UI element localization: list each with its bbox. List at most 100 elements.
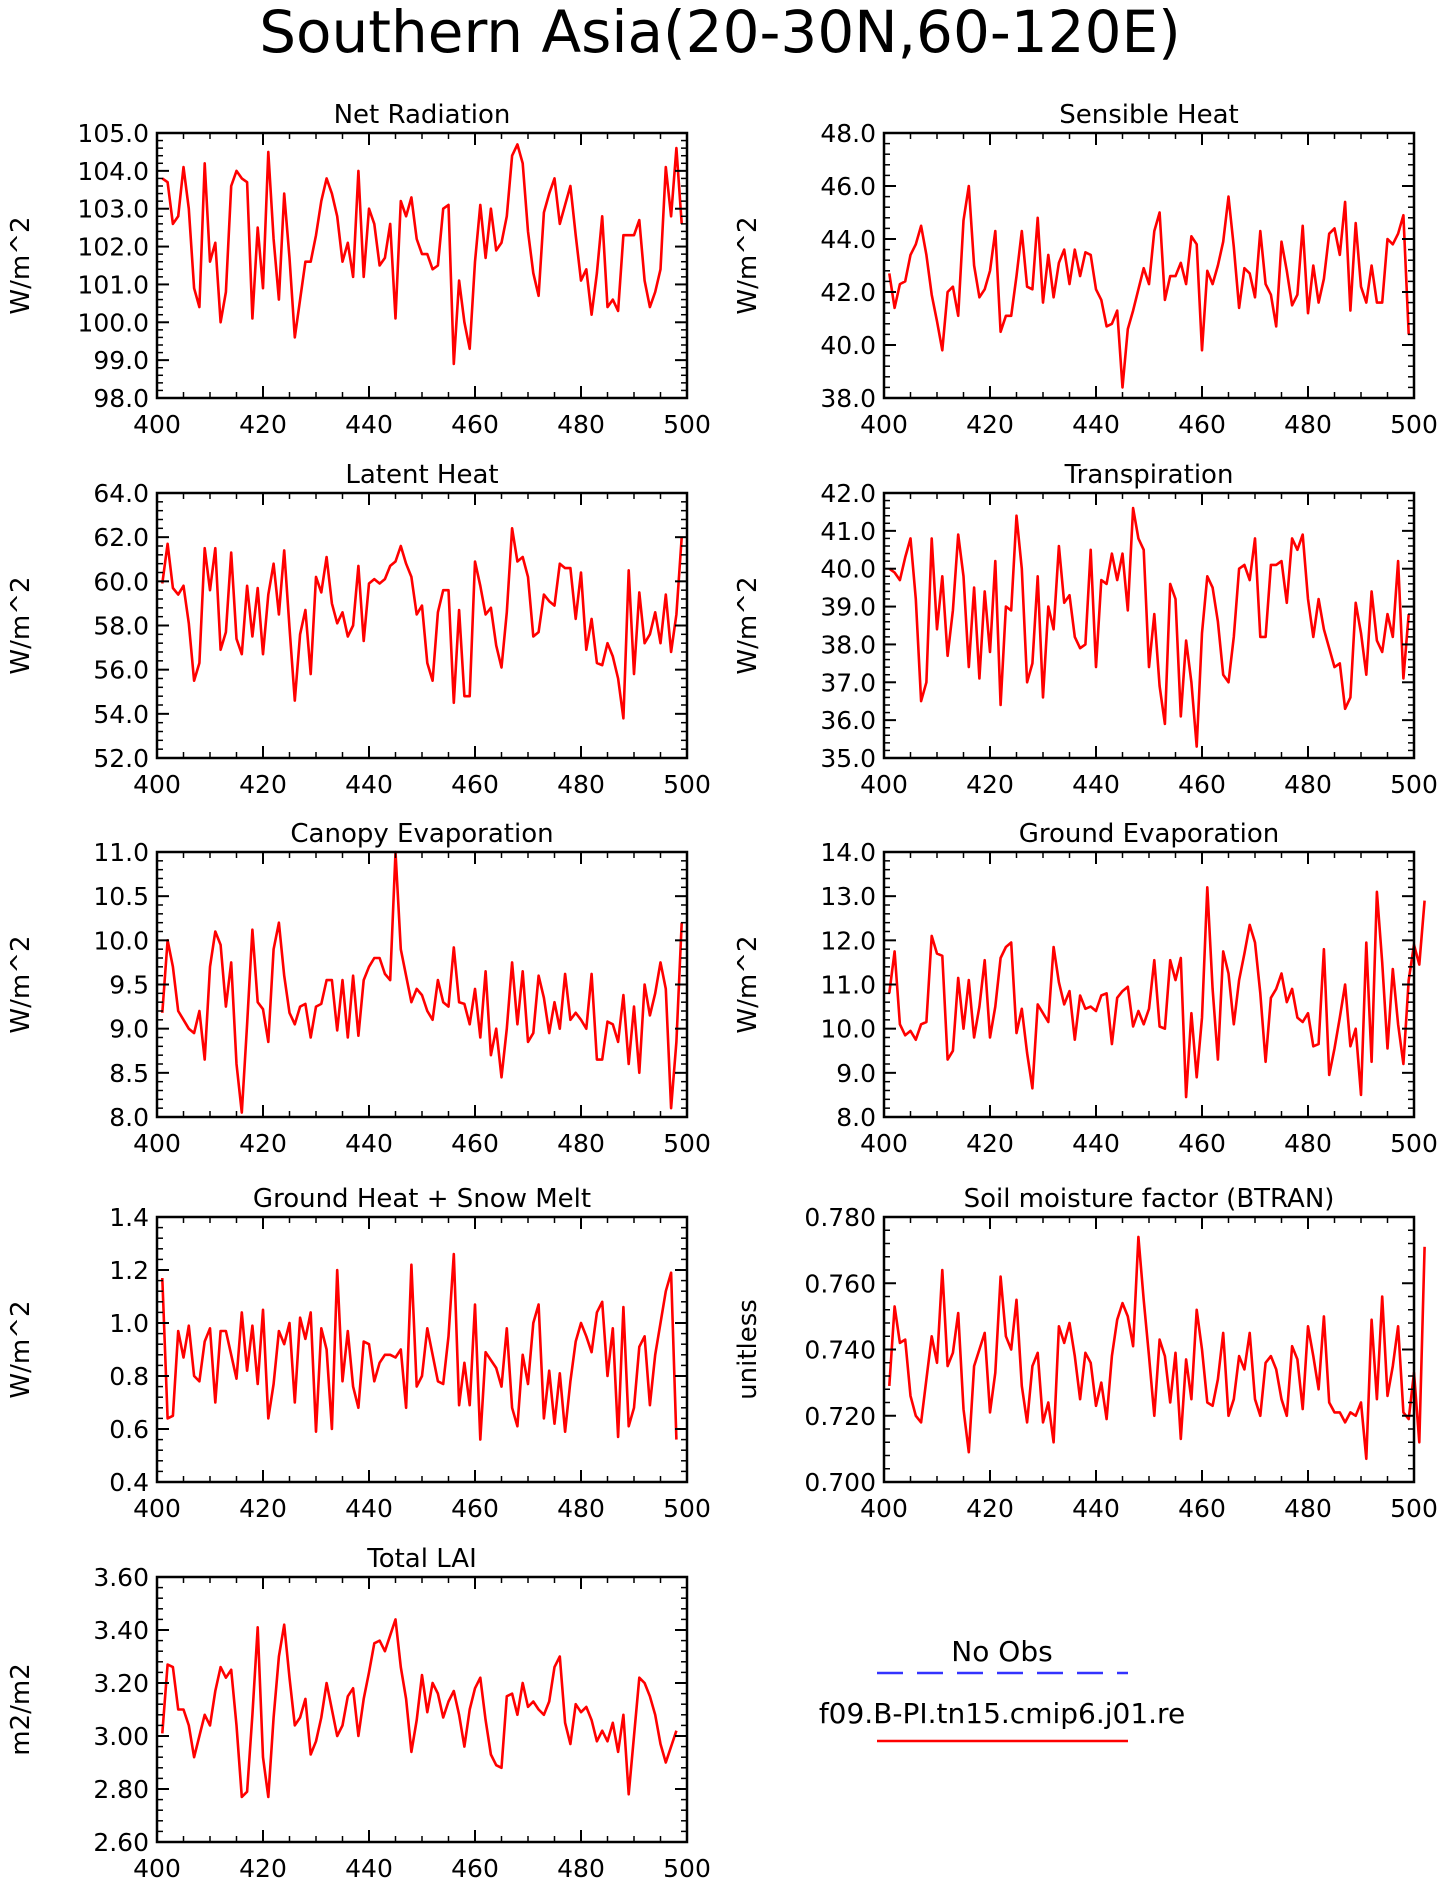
x-tick-label: 480 (557, 1854, 605, 1883)
y-tick-label: 13.0 (820, 882, 876, 911)
y-tick-label: 0.760 (804, 1269, 876, 1298)
x-tick-label: 460 (1178, 1494, 1226, 1523)
y-tick-label: 9.0 (109, 1015, 149, 1044)
y-tick-label: 12.0 (820, 926, 876, 955)
x-tick-label: 460 (451, 1854, 499, 1883)
x-tick-label: 480 (1284, 410, 1332, 439)
x-tick-label: 500 (1390, 1494, 1438, 1523)
y-tick-label: 10.0 (93, 926, 149, 955)
panel-ground-heat-snow-melt: 400 420 440 460 480 500 0.4 0.6 0.8 1.0 1.2 1.4 Grou… (6, 1184, 711, 1523)
x-tick-label: 440 (345, 1494, 393, 1523)
y-axis-label-latent-heat: W/m^2 (6, 576, 36, 674)
panel-sensible-heat: 400 420 440 460 480 500 38.0 40.0 42.0 44.0 46.0 48… (733, 100, 1438, 439)
series-line-total-lai-0 (161, 1618, 678, 1799)
x-tick-label: 500 (1390, 1129, 1438, 1158)
panel-title-latent-heat: Latent Heat (345, 460, 498, 490)
series-line-ground-evaporation-0 (888, 885, 1426, 1099)
series-line-transpiration-0 (888, 506, 1410, 748)
x-tick-label: 400 (860, 410, 908, 439)
y-tick-label: 104.0 (77, 157, 149, 186)
y-axis-label-transpiration: W/m^2 (733, 576, 763, 674)
plot-frame-ground-heat-snow-melt (155, 1215, 689, 1484)
plot-frame-total-lai (155, 1575, 689, 1844)
series-line-canopy-evaporation-0 (161, 850, 683, 1114)
panel-canopy-evaporation: 400 420 440 460 480 500 8.0 8.5 9.0 9.5 10.0 10.5 11… (6, 819, 711, 1158)
y-axis-label-sensible-heat: W/m^2 (733, 216, 763, 314)
y-tick-label: 38.0 (820, 630, 876, 659)
x-tick-label: 460 (451, 770, 499, 799)
y-tick-label: 101.0 (77, 270, 149, 299)
panel-title-soil-moisture-factor-btran: Soil moisture factor (BTRAN) (964, 1184, 1335, 1214)
x-tick-label: 500 (663, 770, 711, 799)
y-tick-label: 3.20 (93, 1669, 149, 1698)
y-tick-label: 35.0 (820, 744, 876, 773)
y-tick-label: 8.5 (109, 1059, 149, 1088)
y-tick-label: 103.0 (77, 195, 149, 224)
y-tick-label: 2.60 (93, 1828, 149, 1857)
y-tick-label: 39.0 (820, 593, 876, 622)
panel-net-radiation: 400 420 440 460 480 500 98.0 99.0 100.0 101.0 102.… (6, 100, 711, 439)
y-tick-label: 11.0 (820, 971, 876, 1000)
y-axis-label-ground-heat-snow-melt: W/m^2 (6, 1300, 36, 1398)
y-tick-label: 46.0 (820, 172, 876, 201)
x-tick-label: 440 (345, 1854, 393, 1883)
panel-ground-evaporation: 400 420 440 460 480 500 8.0 9.0 10.0 11.0 12.0 13.0… (733, 819, 1438, 1158)
x-tick-label: 400 (133, 1494, 181, 1523)
x-tick-label: 420 (239, 1129, 287, 1158)
x-tick-label: 480 (1284, 1494, 1332, 1523)
x-tick-label: 420 (966, 410, 1014, 439)
y-tick-label: 40.0 (820, 555, 876, 584)
y-tick-label: 9.0 (836, 1059, 876, 1088)
y-tick-label: 0.6 (109, 1415, 149, 1444)
y-tick-label: 48.0 (820, 119, 876, 148)
y-tick-label: 37.0 (820, 668, 876, 697)
y-tick-label: 56.0 (93, 656, 149, 685)
series-line-latent-heat-0 (161, 526, 683, 720)
y-tick-label: 105.0 (77, 119, 149, 148)
panel-title-transpiration: Transpiration (1064, 460, 1234, 490)
y-tick-label: 0.780 (804, 1203, 876, 1232)
x-tick-label: 400 (860, 770, 908, 799)
y-tick-label: 100.0 (77, 308, 149, 337)
series-line-soil-moisture-factor-btran-0 (888, 1235, 1426, 1461)
y-tick-label: 10.5 (93, 882, 149, 911)
x-tick-label: 460 (451, 1494, 499, 1523)
y-tick-label: 42.0 (820, 479, 876, 508)
panel-latent-heat: 400 420 440 460 480 500 52.0 54.0 56.0 58.0 60.0 62… (6, 460, 711, 799)
legend-model-label: f09.B-PI.tn15.cmip6.j01.re (819, 1697, 1185, 1730)
y-tick-label: 41.0 (820, 517, 876, 546)
panel-total-lai: 400 420 440 460 480 500 2.60 2.80 3.00 3.20 3.40 3.… (6, 1544, 711, 1883)
x-tick-label: 420 (239, 1494, 287, 1523)
y-tick-label: 102.0 (77, 233, 149, 262)
x-tick-label: 500 (1390, 410, 1438, 439)
x-tick-label: 460 (451, 1129, 499, 1158)
x-tick-label: 440 (345, 1129, 393, 1158)
panels-container: 400 420 440 460 480 500 98.0 99.0 100.0 101.0 102.… (6, 100, 1438, 1883)
legend: No Obs f09.B-PI.tn15.cmip6.j01.re (819, 1635, 1185, 1743)
y-axis-label-net-radiation: W/m^2 (6, 216, 36, 314)
x-tick-label: 420 (966, 1129, 1014, 1158)
y-tick-label: 38.0 (820, 384, 876, 413)
y-tick-label: 8.0 (836, 1103, 876, 1132)
panel-title-ground-heat-snow-melt: Ground Heat + Snow Melt (253, 1184, 591, 1214)
y-tick-label: 11.0 (93, 838, 149, 867)
plot-frame-transpiration (882, 491, 1416, 760)
x-tick-label: 440 (345, 410, 393, 439)
figure-title: Southern Asia(20-30N,60-120E) (259, 0, 1181, 66)
y-tick-label: 54.0 (93, 700, 149, 729)
panel-title-total-lai: Total LAI (366, 1544, 477, 1574)
y-tick-label: 3.40 (93, 1616, 149, 1645)
y-tick-label: 36.0 (820, 706, 876, 735)
x-tick-label: 440 (1072, 1129, 1120, 1158)
y-tick-label: 62.0 (93, 523, 149, 552)
x-tick-label: 480 (557, 1129, 605, 1158)
x-tick-label: 480 (1284, 770, 1332, 799)
y-tick-label: 44.0 (820, 225, 876, 254)
series-line-net-radiation-0 (161, 143, 683, 366)
x-tick-label: 500 (1390, 770, 1438, 799)
y-tick-label: 58.0 (93, 612, 149, 641)
y-tick-label: 14.0 (820, 838, 876, 867)
x-tick-label: 480 (557, 410, 605, 439)
x-tick-label: 400 (133, 770, 181, 799)
y-tick-label: 1.2 (109, 1256, 149, 1285)
